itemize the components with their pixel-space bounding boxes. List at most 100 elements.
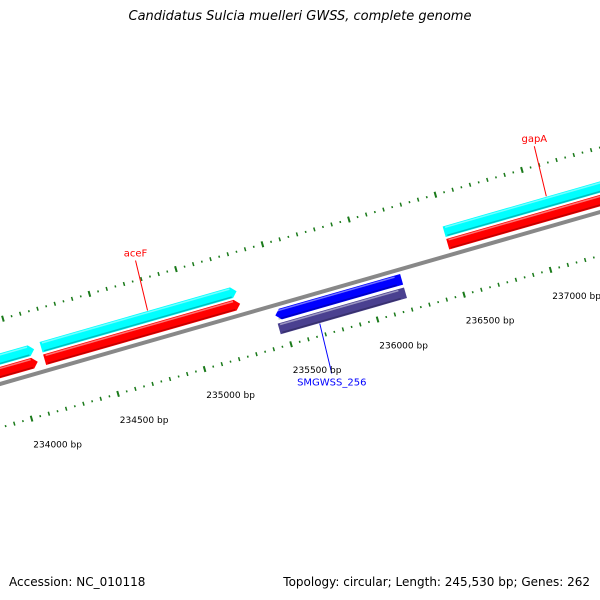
upper-scale-tick <box>200 260 203 263</box>
lower-scale-tick <box>385 315 388 319</box>
upper-scale-tick <box>191 261 195 267</box>
upper-scale-tick <box>287 235 290 239</box>
gene-labels: aceF SMGWSS_256 gapA <box>124 134 548 388</box>
upper-scale-tick <box>382 207 385 212</box>
upper-scale-tick <box>209 257 212 262</box>
forward-gene-bar[interactable] <box>0 357 38 395</box>
upper-scale-tick <box>581 151 584 154</box>
forward-cds-bar[interactable] <box>0 345 35 382</box>
upper-scale-tick <box>520 166 524 174</box>
lower-scale-tick <box>255 352 258 357</box>
upper-scale-tick <box>564 156 567 159</box>
lower-scale-tick <box>185 371 189 377</box>
upper-scale-tick <box>339 220 342 224</box>
lower-scale-tick <box>540 271 543 274</box>
lower-scale-tick <box>237 357 241 362</box>
upper-scale-tick <box>87 290 92 298</box>
lower-scale-tick <box>21 419 24 423</box>
scale-label: 235000 bp <box>206 391 255 401</box>
reverse-gene-bar[interactable] <box>277 287 407 335</box>
upper-scale-tick <box>105 286 108 292</box>
scale-label: 235500 bp <box>293 366 342 376</box>
upper-scale-tick <box>157 271 160 277</box>
genome-stats-label: Topology: circular; Length: 245,530 bp; … <box>283 575 590 589</box>
upper-scale-tick <box>460 186 463 189</box>
upper-scale-tick <box>235 250 238 253</box>
lower-scale-tick <box>99 396 103 401</box>
lower-scale-tick <box>134 386 137 392</box>
upper-scale-tick <box>62 300 65 303</box>
upper-scale-tick <box>572 152 576 158</box>
upper-scale-tick <box>313 227 316 232</box>
lower-scale-tick <box>29 415 34 422</box>
lower-scale-tick <box>462 291 466 298</box>
lower-scale-tick <box>480 287 483 292</box>
lower-scale-tick <box>143 385 146 388</box>
gene-label-leader <box>533 146 547 197</box>
upper-scale-tick <box>27 310 30 313</box>
upper-scale-tick <box>166 270 169 273</box>
upper-scale-tick <box>174 265 178 273</box>
upper-scale-tick <box>468 182 472 187</box>
upper-scale-tick <box>321 225 324 229</box>
scale-label: 236000 bp <box>379 341 428 351</box>
reverse-cds-bar[interactable] <box>275 274 404 320</box>
upper-scale-tick <box>451 187 454 192</box>
upper-scale-tick <box>416 197 420 202</box>
upper-scale-tick <box>148 275 151 278</box>
upper-scale-tick <box>1 315 5 322</box>
forward-cds-bar[interactable] <box>442 174 600 238</box>
upper-scale-tick <box>10 315 13 318</box>
upper-scale-tick <box>278 237 281 242</box>
forward-gene-bar[interactable] <box>43 299 241 366</box>
lower-scale-tick <box>82 401 85 406</box>
upper-scale-tick <box>555 157 558 163</box>
lower-scale-tick <box>350 325 353 329</box>
upper-scale-tick <box>18 311 22 316</box>
lower-scale-tick <box>246 355 249 358</box>
lower-scale-tick <box>489 286 492 289</box>
lower-scale-tick <box>367 320 370 324</box>
upper-scale-tick <box>183 265 186 268</box>
lower-scale-tick <box>56 410 59 413</box>
lower-scale-tick <box>575 261 578 264</box>
upper-scale-tick <box>330 222 333 227</box>
lower-scale-tick <box>289 341 293 348</box>
gene-label-leader <box>319 323 333 374</box>
lower-scale-tick <box>333 330 336 334</box>
lower-scale-tick <box>272 347 276 352</box>
upper-scale-tick <box>270 240 273 243</box>
lower-scale-tick <box>531 272 535 277</box>
backbone-line <box>0 209 600 387</box>
gene-label-gapa[interactable]: gapA <box>521 134 547 145</box>
gene-features <box>0 174 600 395</box>
forward-cds-bar[interactable] <box>39 287 237 353</box>
lower-scale-tick <box>548 266 553 274</box>
lower-scale-tick <box>73 405 76 408</box>
gene-label-acef[interactable]: aceF <box>124 249 148 260</box>
scale-label: 234500 bp <box>120 416 169 426</box>
upper-scale-tick <box>243 247 247 252</box>
lower-scale-tick <box>341 327 345 332</box>
upper-scale-tick <box>494 176 497 179</box>
upper-scale-tick <box>70 296 74 301</box>
lower-scale-tick <box>454 295 457 299</box>
lower-scale-tick <box>281 345 284 348</box>
upper-scale-tick <box>114 285 117 288</box>
upper-scale-tick <box>140 276 143 282</box>
lower-scale-tick <box>298 340 301 343</box>
lower-scale-tick <box>358 322 362 327</box>
scale-label: 237000 bp <box>552 292 600 302</box>
lower-scale-tick <box>514 277 518 282</box>
lower-scale-tick <box>4 424 7 428</box>
lower-scale-tick <box>160 380 163 383</box>
lower-scale-tick <box>125 390 128 393</box>
upper-scale-tick <box>512 171 515 174</box>
lower-scale-tick <box>375 316 380 323</box>
lower-scale-tick <box>437 300 440 304</box>
upper-scale-tick <box>443 191 446 194</box>
gene-label-smgwss_256[interactable]: SMGWSS_256 <box>297 378 366 389</box>
lower-scale-tick <box>592 256 595 259</box>
lower-scale-tick <box>523 276 526 279</box>
